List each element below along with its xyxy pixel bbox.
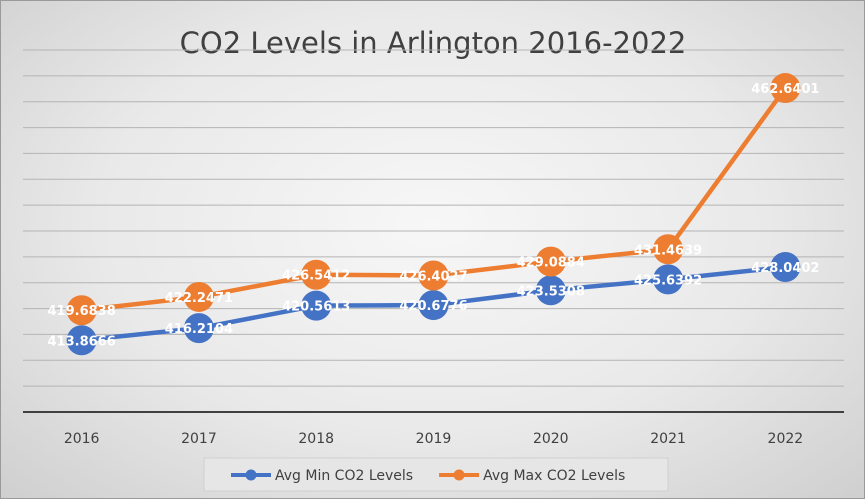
x-tick-label: 2018 xyxy=(298,431,334,447)
legend: Avg Min CO2 Levels Avg Max CO2 Levels xyxy=(203,457,669,492)
data-label: 413.8666 xyxy=(48,334,116,349)
data-label: 425.6392 xyxy=(634,273,702,288)
data-point xyxy=(535,246,566,277)
data-label: 423.5308 xyxy=(517,284,585,299)
x-tick-label: 2022 xyxy=(768,431,804,447)
legend-box xyxy=(203,457,669,492)
data-label: 429.0884 xyxy=(517,256,585,271)
series-layer xyxy=(66,73,801,356)
data-label: 462.6401 xyxy=(751,82,819,97)
data-label: 420.6776 xyxy=(399,299,467,314)
data-label: 428.0402 xyxy=(751,261,819,276)
data-point xyxy=(418,260,449,291)
data-label: 431.4639 xyxy=(634,243,702,258)
x-tick-label: 2021 xyxy=(650,431,686,447)
legend-label: Avg Min CO2 Levels xyxy=(275,468,413,484)
data-point xyxy=(301,259,332,290)
x-tick-label: 2019 xyxy=(416,431,452,447)
x-tick-label: 2016 xyxy=(64,431,100,447)
data-point xyxy=(535,275,566,306)
data-label: 416.2104 xyxy=(165,322,233,337)
data-point xyxy=(770,73,801,104)
data-point xyxy=(301,290,332,321)
data-label: 422.2471 xyxy=(165,291,233,306)
data-point xyxy=(653,234,684,265)
legend-marker xyxy=(245,469,257,481)
legend-marker xyxy=(453,469,465,481)
data-point xyxy=(66,325,97,356)
data-point xyxy=(653,264,684,295)
chart-title: CO2 Levels in Arlington 2016-2022 xyxy=(180,26,687,60)
x-tick-label: 2020 xyxy=(533,431,569,447)
data-label: 420.5613 xyxy=(282,300,350,315)
x-axis: 2016 2017 2018 2019 2020 2021 2022 xyxy=(23,411,844,447)
data-point xyxy=(66,295,97,326)
data-point xyxy=(183,313,214,344)
data-point xyxy=(418,290,449,321)
data-point xyxy=(770,251,801,282)
data-label: 426.5412 xyxy=(282,269,350,284)
data-label: 419.6838 xyxy=(48,304,116,319)
x-tick-label: 2017 xyxy=(181,431,217,447)
data-labels: 413.8666 416.2104 420.5613 420.6776 423.5308… xyxy=(48,82,820,349)
data-point xyxy=(183,281,214,312)
legend-label: Avg Max CO2 Levels xyxy=(483,468,625,484)
data-label: 426.4027 xyxy=(399,269,467,284)
